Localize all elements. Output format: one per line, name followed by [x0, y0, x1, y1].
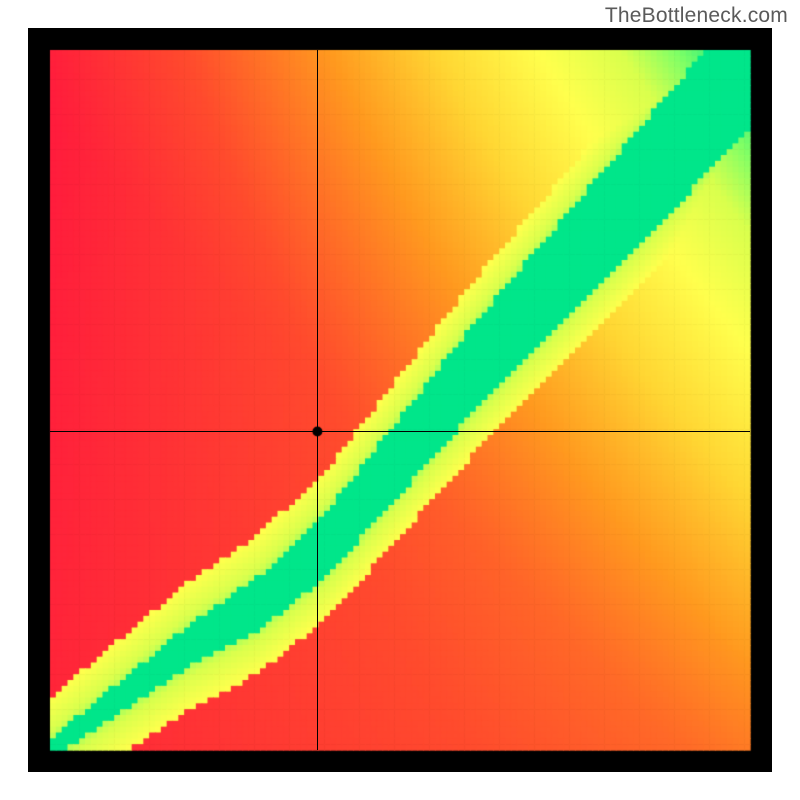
watermark-text: TheBottleneck.com: [605, 4, 788, 28]
crosshair-horizontal: [50, 431, 750, 432]
heatmap-canvas: [28, 28, 772, 772]
plot-frame: [28, 28, 772, 772]
crosshair-vertical: [317, 50, 318, 750]
